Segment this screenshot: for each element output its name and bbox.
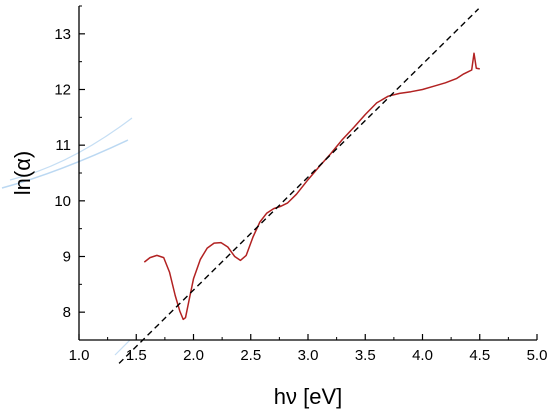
artifact-stroke <box>9 117 133 181</box>
x-tick-label: 3.0 <box>298 347 319 364</box>
x-axis-title: hν [eV] <box>274 384 342 409</box>
x-tick-label: 2.0 <box>183 347 204 364</box>
y-tick-label: 10 <box>54 193 71 210</box>
x-tick-label: 4.5 <box>469 347 490 364</box>
x-tick-label: 1.0 <box>69 347 90 364</box>
image-artifact-strokes <box>1 117 133 356</box>
x-ticks: 1.0 1.5 2.0 2.5 3.0 3.5 4.0 4.5 5.0 <box>69 334 548 364</box>
plot-area: 1.0 1.5 2.0 2.5 3.0 3.5 4.0 4.5 5.0 8 9 10 11 12 13 <box>54 5 548 364</box>
x-tick-label: 1.5 <box>126 347 147 364</box>
y-tick-label: 13 <box>54 26 71 43</box>
fit-line-dashed <box>118 8 480 364</box>
y-axis-title: ln(α) <box>10 151 35 196</box>
y-tick-label: 11 <box>55 137 71 154</box>
x-tick-label: 4.0 <box>412 347 433 364</box>
x-tick-label: 5.0 <box>527 347 548 364</box>
y-tick-label: 8 <box>63 304 71 321</box>
y-tick-label: 12 <box>54 82 71 99</box>
absorption-curve <box>143 52 480 321</box>
y-ticks: 8 9 10 11 12 13 <box>54 5 85 341</box>
series-layer <box>118 8 480 364</box>
x-tick-label: 3.5 <box>355 347 376 364</box>
artifact-stroke <box>1 139 129 189</box>
y-tick-label: 9 <box>63 249 71 266</box>
x-tick-label: 2.5 <box>240 347 261 364</box>
artifact-stroke <box>114 339 131 356</box>
